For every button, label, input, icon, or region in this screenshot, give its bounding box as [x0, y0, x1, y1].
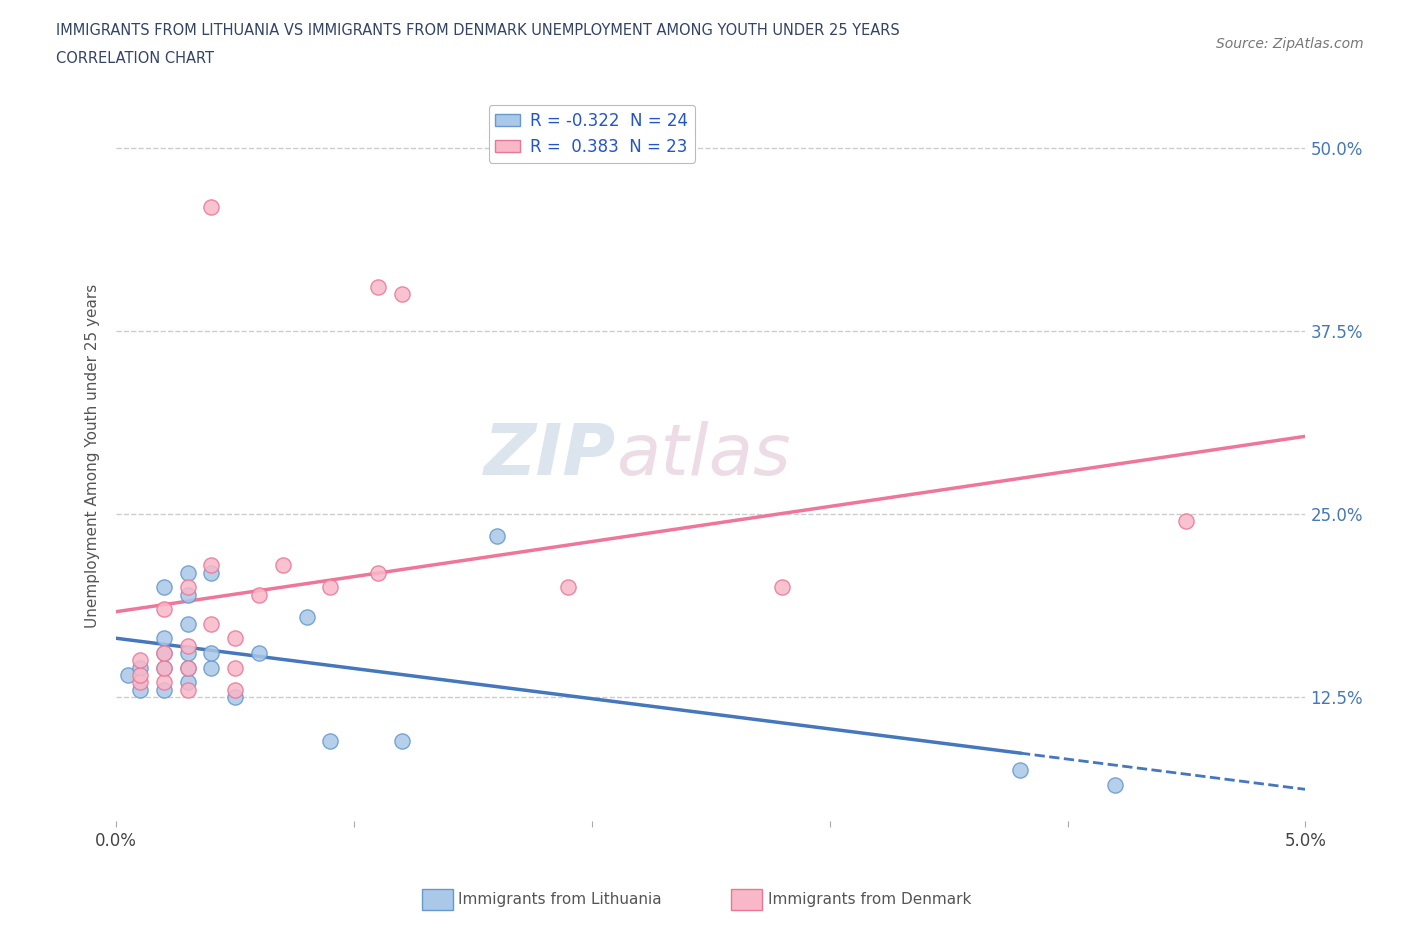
Point — [557, 579, 579, 594]
Point — [153, 602, 176, 617]
Text: Immigrants from Denmark: Immigrants from Denmark — [768, 892, 972, 907]
Point — [770, 579, 793, 594]
Point — [153, 579, 176, 594]
Y-axis label: Unemployment Among Youth under 25 years: Unemployment Among Youth under 25 years — [86, 284, 100, 628]
Point — [129, 683, 152, 698]
Legend: R = -0.322  N = 24, R =  0.383  N = 23: R = -0.322 N = 24, R = 0.383 N = 23 — [489, 105, 695, 163]
Point — [200, 660, 222, 675]
Point — [224, 689, 246, 704]
Point — [129, 653, 152, 668]
Point — [176, 638, 198, 653]
Point — [224, 683, 246, 698]
Point — [367, 280, 389, 295]
Point — [319, 579, 342, 594]
Point — [200, 617, 222, 631]
Point — [176, 617, 198, 631]
Point — [1008, 763, 1031, 777]
Point — [176, 660, 198, 675]
Point — [367, 565, 389, 580]
Text: atlas: atlas — [616, 421, 790, 490]
Point — [319, 734, 342, 749]
Point — [176, 660, 198, 675]
Point — [129, 675, 152, 690]
Point — [153, 660, 176, 675]
Point — [153, 631, 176, 646]
Point — [391, 287, 413, 302]
Point — [224, 660, 246, 675]
Text: Source: ZipAtlas.com: Source: ZipAtlas.com — [1216, 37, 1364, 51]
Point — [153, 660, 176, 675]
Point — [271, 558, 294, 573]
Point — [247, 587, 270, 602]
Text: Immigrants from Lithuania: Immigrants from Lithuania — [458, 892, 662, 907]
Point — [200, 199, 222, 214]
Point — [176, 675, 198, 690]
Point — [153, 645, 176, 660]
Point — [295, 609, 318, 624]
Text: IMMIGRANTS FROM LITHUANIA VS IMMIGRANTS FROM DENMARK UNEMPLOYMENT AMONG YOUTH UN: IMMIGRANTS FROM LITHUANIA VS IMMIGRANTS … — [56, 23, 900, 38]
Point — [176, 587, 198, 602]
Point — [153, 645, 176, 660]
Point — [200, 558, 222, 573]
Text: CORRELATION CHART: CORRELATION CHART — [56, 51, 214, 66]
Point — [117, 668, 139, 683]
Point — [1104, 777, 1126, 792]
Point — [200, 645, 222, 660]
Point — [485, 528, 508, 543]
Point — [153, 683, 176, 698]
Point — [129, 668, 152, 683]
Point — [200, 565, 222, 580]
Point — [224, 631, 246, 646]
Point — [176, 579, 198, 594]
Text: ZIP: ZIP — [484, 421, 616, 490]
Point — [153, 675, 176, 690]
Point — [176, 565, 198, 580]
Point — [176, 645, 198, 660]
Point — [391, 734, 413, 749]
Point — [176, 683, 198, 698]
Point — [129, 660, 152, 675]
Point — [247, 645, 270, 660]
Point — [1175, 514, 1198, 529]
